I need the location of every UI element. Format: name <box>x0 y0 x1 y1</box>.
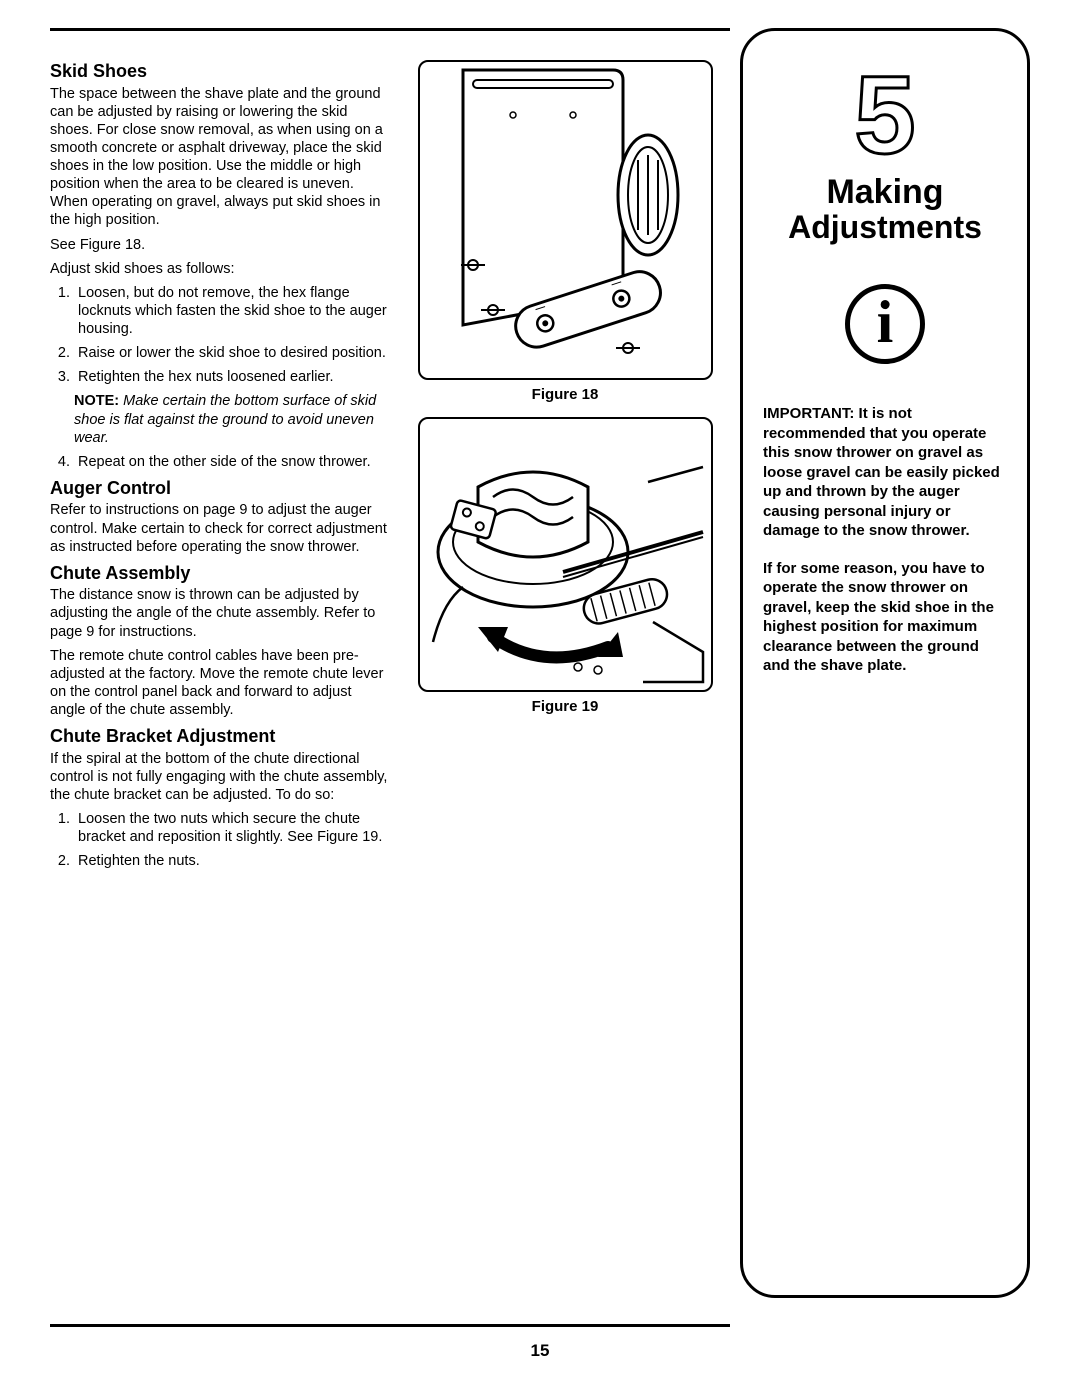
page-number: 15 <box>0 1341 1080 1361</box>
manual-page: Skid Shoes The space between the shave p… <box>0 0 1080 1397</box>
figure-19-illustration <box>423 422 708 687</box>
sidebar-important: IMPORTANT: It is not recommended that yo… <box>763 404 1007 541</box>
figure-18-illustration <box>423 65 708 375</box>
list-item: Loosen, but do not remove, the hex flang… <box>74 284 390 338</box>
chute-bracket-steps: Loosen the two nuts which secure the chu… <box>50 810 390 870</box>
chute-bracket-p1: If the spiral at the bottom of the chute… <box>50 750 390 804</box>
figure-18-box <box>418 60 713 380</box>
text-column: Skid Shoes The space between the shave p… <box>50 60 390 876</box>
note-body: Make certain the bottom surface of skid … <box>74 393 376 445</box>
skid-shoes-steps: Loosen, but do not remove, the hex flang… <box>50 284 390 387</box>
heading-skid-shoes: Skid Shoes <box>50 60 390 83</box>
skid-shoes-p1: The space between the shave plate and th… <box>50 85 390 230</box>
note-label: NOTE: <box>74 393 119 409</box>
skid-shoes-p3: Adjust skid shoes as follows: <box>50 260 390 278</box>
bottom-rule <box>50 1324 730 1327</box>
list-item: Raise or lower the skid shoe to desired … <box>74 344 390 362</box>
skid-shoes-p2: See Figure 18. <box>50 236 390 254</box>
chapter-title-line1: Making <box>763 175 1007 211</box>
chute-assembly-p2: The remote chute control cables have bee… <box>50 647 390 720</box>
auger-control-p1: Refer to instructions on page 9 to adjus… <box>50 501 390 555</box>
sidebar-note2: If for some reason, you have to operate … <box>763 559 1007 676</box>
figure-18-caption: Figure 18 <box>532 386 599 403</box>
skid-shoes-note: NOTE: Make certain the bottom surface of… <box>50 392 390 446</box>
list-item: Retighten the hex nuts loosened earlier. <box>74 368 390 386</box>
figure-19-caption: Figure 19 <box>532 698 599 715</box>
sidebar-text: IMPORTANT: It is not recommended that yo… <box>763 404 1007 676</box>
heading-chute-bracket: Chute Bracket Adjustment <box>50 725 390 748</box>
list-item: Repeat on the other side of the snow thr… <box>74 453 390 471</box>
chapter-number: 5 <box>763 61 1007 171</box>
chapter-title-line2: Adjustments <box>763 211 1007 245</box>
heading-auger-control: Auger Control <box>50 477 390 500</box>
info-icon-glyph: i <box>877 292 894 352</box>
list-item: Loosen the two nuts which secure the chu… <box>74 810 390 846</box>
skid-shoes-steps-cont: Repeat on the other side of the snow thr… <box>50 453 390 471</box>
chapter-sidebar: 5 Making Adjustments i IMPORTANT: It is … <box>740 28 1030 1298</box>
chute-assembly-p1: The distance snow is thrown can be adjus… <box>50 586 390 640</box>
top-rule <box>50 28 730 31</box>
info-icon: i <box>845 284 925 364</box>
list-item: Retighten the nuts. <box>74 852 390 870</box>
heading-chute-assembly: Chute Assembly <box>50 562 390 585</box>
figure-19-box <box>418 417 713 692</box>
figures-column: Figure 18 <box>410 60 720 876</box>
